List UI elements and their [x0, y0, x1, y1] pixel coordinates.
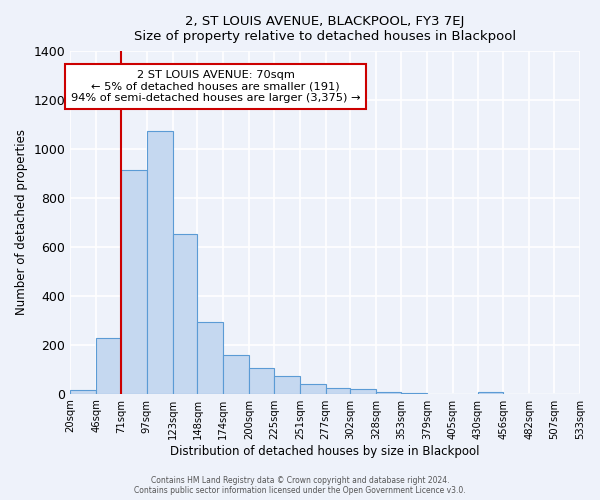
- Bar: [147, 132, 173, 394]
- Bar: [478, 392, 503, 394]
- Text: Contains HM Land Registry data © Crown copyright and database right 2024.
Contai: Contains HM Land Registry data © Crown c…: [134, 476, 466, 495]
- Bar: [376, 392, 401, 394]
- Bar: [121, 170, 147, 394]
- Text: 2 ST LOUIS AVENUE: 70sqm
← 5% of detached houses are smaller (191)
94% of semi-d: 2 ST LOUIS AVENUE: 70sqm ← 5% of detache…: [71, 70, 361, 103]
- Bar: [173, 234, 197, 394]
- Bar: [223, 355, 249, 394]
- Bar: [350, 390, 376, 394]
- Bar: [96, 338, 121, 394]
- Bar: [300, 384, 326, 394]
- X-axis label: Distribution of detached houses by size in Blackpool: Distribution of detached houses by size …: [170, 444, 480, 458]
- Bar: [249, 368, 274, 394]
- Bar: [197, 322, 223, 394]
- Y-axis label: Number of detached properties: Number of detached properties: [15, 130, 28, 316]
- Bar: [326, 388, 350, 394]
- Bar: [274, 376, 300, 394]
- Bar: [70, 390, 96, 394]
- Title: 2, ST LOUIS AVENUE, BLACKPOOL, FY3 7EJ
Size of property relative to detached hou: 2, ST LOUIS AVENUE, BLACKPOOL, FY3 7EJ S…: [134, 15, 516, 43]
